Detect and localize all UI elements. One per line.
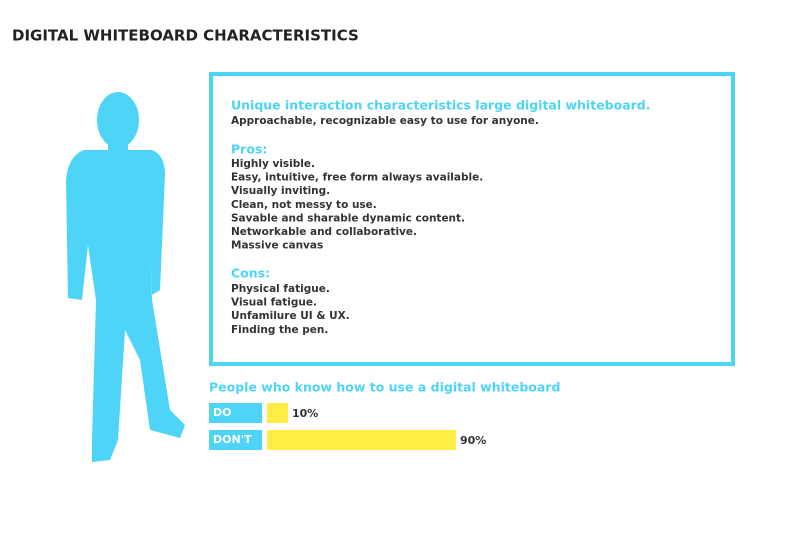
con-item: Finding the pen. xyxy=(231,324,328,336)
category-box xyxy=(209,403,262,423)
con-item: Visual fatigue. xyxy=(231,297,317,309)
pro-item: Massive canvas xyxy=(231,240,323,252)
category-box xyxy=(209,430,262,450)
bar xyxy=(267,403,288,423)
value-label: 10% xyxy=(292,407,318,420)
cons-title: Cons: xyxy=(231,266,270,281)
page-title: DIGITAL WHITEBOARD CHARACTERISTICS xyxy=(12,27,359,45)
pros-title: Pros: xyxy=(231,142,267,157)
pro-item: Easy, intuitive, free form always availa… xyxy=(231,172,483,184)
con-item: Physical fatigue. xyxy=(231,283,330,295)
silhouette xyxy=(66,92,185,462)
con-item: Unfamilure UI & UX. xyxy=(231,310,350,322)
card-heading: Unique interaction characteristics large… xyxy=(231,98,651,113)
pro-item: Clean, not messy to use. xyxy=(231,199,377,211)
chart-title: People who know how to use a digital whi… xyxy=(209,380,560,395)
pro-item: Savable and sharable dynamic content. xyxy=(231,212,465,224)
pro-item: Visually inviting. xyxy=(231,185,330,197)
category-label: DO xyxy=(213,406,231,419)
bar xyxy=(267,430,456,450)
card-subheading: Approachable, recognizable easy to use f… xyxy=(231,115,539,127)
pro-item: Highly visible. xyxy=(231,158,315,170)
category-label: DON'T xyxy=(213,433,252,446)
card-border xyxy=(209,72,735,366)
value-label: 90% xyxy=(460,434,486,447)
pro-item: Networkable and collaborative. xyxy=(231,226,417,238)
